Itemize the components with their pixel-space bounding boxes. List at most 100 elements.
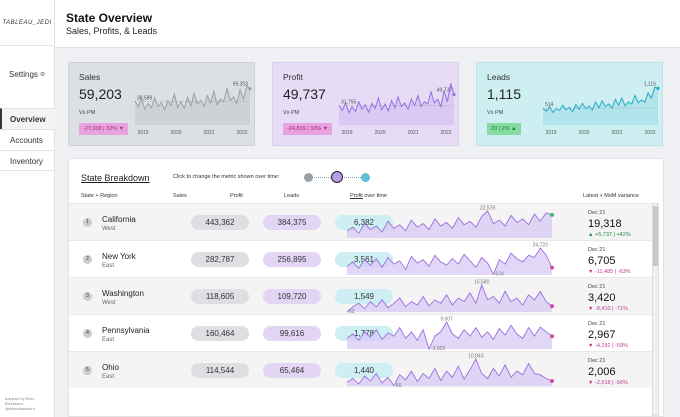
column-header-sales: Sales (173, 193, 187, 199)
kpi-card-profit[interactable]: Profit 49,737 Vs PM -24,839 | 33% ▼ 31,7… (272, 62, 459, 146)
start-value-label: 38,589 (137, 95, 153, 101)
metric-toggle-leads[interactable] (361, 173, 370, 182)
over-time-metric: Profit (350, 193, 363, 199)
start-value-label: 31,755 (341, 100, 357, 106)
breakdown-title: State Breakdown (81, 173, 150, 183)
nav-item-accounts[interactable]: Accounts (0, 129, 55, 150)
profit-line (346, 321, 553, 351)
trend-down-icon: ▼ (588, 306, 595, 312)
profit-area (347, 359, 552, 386)
state-name: California (102, 215, 136, 224)
kpi-label: Leads (487, 72, 511, 82)
kpi-sparkline: 514 1,115 2019 2020 2021 2022 (542, 81, 660, 136)
credit-text: Inspired by Ellen Blackburn @ellenblackb… (5, 396, 53, 411)
profit-line (346, 210, 553, 234)
peak-value-label: 10,843 (468, 354, 484, 360)
brand-logo: TABLEAU_JEDI (0, 0, 54, 46)
credit-line: Inspired by Ellen (5, 396, 35, 401)
kpi-card-sales[interactable]: Sales 59,203 Vs PM -27,938 | 32% ▼ 38,58… (68, 62, 255, 146)
nav-item-inventory[interactable]: Inventory (0, 150, 55, 171)
page-subtitle: Sales, Profits, & Leads (66, 26, 158, 36)
peak-value-label: 9,607 (440, 317, 453, 323)
settings-button[interactable]: Settings ⚙ (9, 70, 45, 79)
scrollbar[interactable] (652, 203, 659, 416)
kpi-vs-pm-label: Vs PM (283, 110, 300, 116)
latest-date: Dec 21 (588, 284, 606, 290)
kpi-sparkline: 31,755 49,737 2019 2020 2021 2022 (338, 83, 456, 136)
sales-pill: 443,362 (191, 215, 249, 230)
kpi-vs-pm-label: Vs PM (79, 110, 96, 116)
profit-over-time-chart: 15,580 62 (346, 280, 554, 315)
latest-value: 2,006 (588, 366, 616, 378)
breakdown-rows: 1 California West 443,362 384,375 6,382 … (69, 203, 653, 389)
sparkline-line (338, 83, 455, 114)
variance-text: -4,192 | -59% (594, 343, 628, 349)
kpi-label: Sales (79, 72, 101, 82)
x-tick-label: 2020 (578, 130, 589, 136)
leads-pill: 1,549 (335, 289, 393, 304)
kpi-vs-pm-label: Vs PM (487, 110, 504, 116)
column-header-profit: Profit (230, 193, 243, 199)
kpi-variance-badge: -24,839 | 33% ▼ (283, 123, 333, 135)
profit-pill: 99,616 (263, 326, 321, 341)
region-name: West (102, 226, 116, 232)
column-header-over-time: Profit over time (350, 193, 387, 199)
trend-down-icon: ▼ (588, 343, 595, 349)
rank-badge: 4 (83, 329, 92, 338)
latest-date: Dec 21 (588, 321, 606, 327)
nav-item-overview[interactable]: Overview (0, 108, 55, 129)
end-point (550, 379, 554, 384)
variance-text: +5,737 | +42% (594, 232, 631, 238)
kpi-card-leads[interactable]: Leads 1,115 Vs PM 20 | 2% ▲ 514 1,115 2019… (476, 62, 663, 146)
peak-value-label: 24,723 (533, 243, 549, 249)
scrollbar-thumb[interactable] (653, 206, 658, 266)
state-name: Washington (102, 289, 144, 298)
x-tick-label: 2019 (137, 130, 148, 136)
table-row[interactable]: 3 Washington West 118,605 109,720 1,549 … (69, 277, 653, 315)
mom-variance: ▼ -4,192 | -59% (588, 343, 628, 349)
metric-toggle-sales[interactable] (304, 173, 313, 182)
latest-value: 3,420 (588, 292, 616, 304)
x-tick-label: 2022 (644, 130, 655, 136)
metric-toggle-profit[interactable] (331, 171, 343, 183)
over-time-suffix: over time (362, 193, 387, 199)
x-tick-label: 2021 (407, 130, 418, 136)
kpi-sparkline: 38,589 59,203 2019 2020 2021 2022 (134, 82, 252, 136)
state-name: Pennsylvania (102, 326, 150, 335)
peak-value-label: 15,580 (474, 280, 490, 286)
mom-variance: ▼ -8,410 | -71% (588, 306, 628, 312)
low-value-label: 66 (396, 383, 402, 389)
end-value-label: 49,737 (437, 87, 453, 93)
trend-up-icon: ▲ (588, 232, 595, 238)
x-tick-label: 2021 (611, 130, 622, 136)
profit-pill: 65,464 (263, 363, 321, 378)
end-point (550, 304, 554, 309)
kpi-value: 49,737 (283, 86, 326, 102)
rank-badge: 3 (83, 292, 92, 301)
table-row[interactable]: 4 Pennsylvania East 160,464 99,616 1,778… (69, 314, 653, 352)
table-row[interactable]: 5 Ohio East 114,544 65,464 1,440 10,843 6… (69, 351, 653, 389)
trend-down-icon: ▼ (588, 269, 595, 275)
column-header-leads: Leads (284, 193, 299, 199)
kpi-label: Profit (283, 72, 303, 82)
profit-line (346, 283, 553, 313)
profit-over-time-chart: 10,843 66 (346, 354, 554, 389)
rank-badge: 1 (83, 218, 92, 227)
profit-line (346, 247, 553, 276)
table-row[interactable]: 2 New York East 282,787 256,895 3,561 24… (69, 240, 653, 277)
variance-text: -11,485 | -63% (594, 269, 631, 275)
table-row[interactable]: 1 California West 443,362 384,375 6,382 … (69, 203, 653, 240)
variance-text: -2,518 | -56% (594, 380, 628, 386)
sales-pill: 282,787 (191, 252, 249, 267)
sparkline-line (134, 84, 251, 111)
header: State Overview Sales, Profits, & Leads (55, 0, 680, 48)
profit-over-time-chart: 22,578 (346, 206, 554, 238)
settings-label: Settings (9, 70, 38, 79)
column-header-state-region: State + Region (81, 193, 118, 199)
profit-area (347, 211, 552, 238)
mom-variance: ▼ -11,485 | -63% (588, 269, 631, 275)
x-tick-label: 2020 (170, 130, 181, 136)
end-value-label: 59,203 (233, 82, 249, 88)
mom-variance: ▼ -2,518 | -56% (588, 380, 628, 386)
metric-toggle-hint: Click to change the metric shown over ti… (173, 174, 280, 180)
